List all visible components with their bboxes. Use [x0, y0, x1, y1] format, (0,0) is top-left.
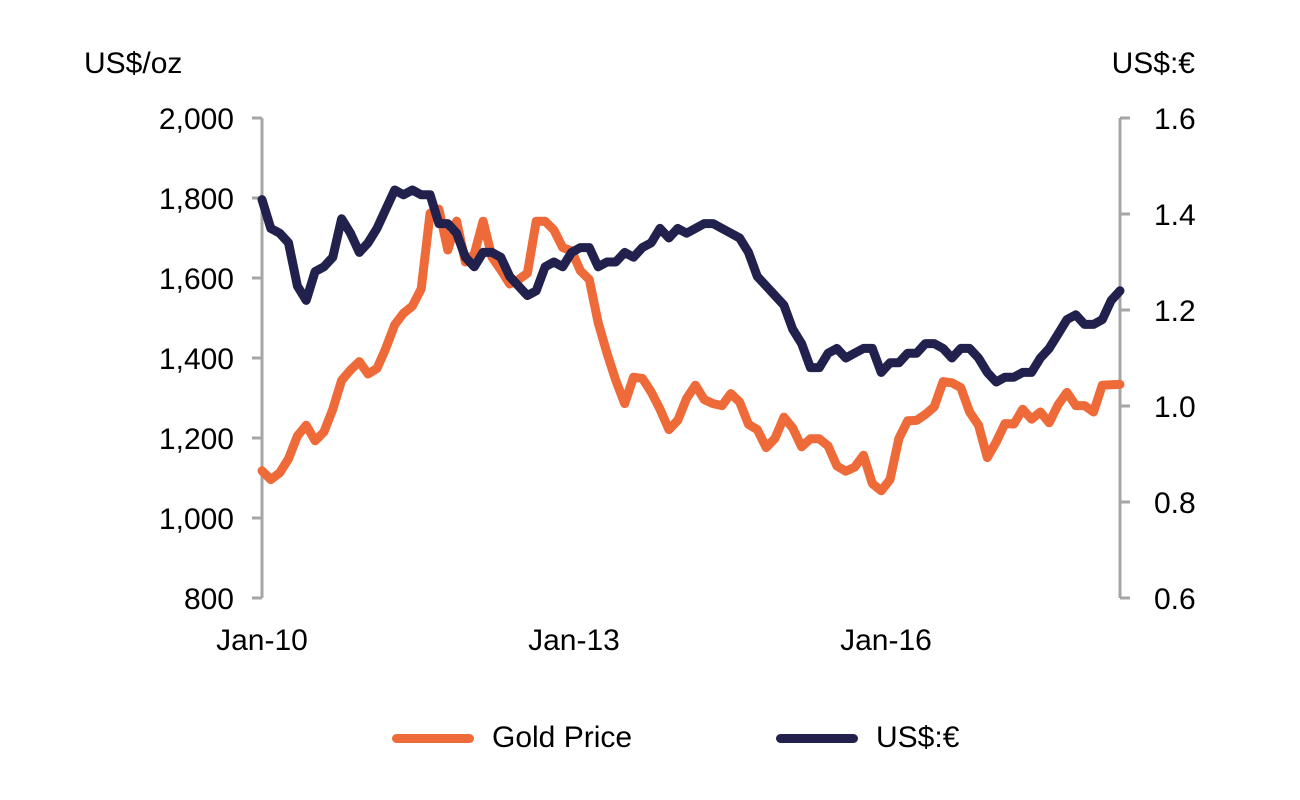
legend-item-gold-price: Gold Price: [392, 710, 632, 766]
legend-swatch-usd-eur: [776, 733, 858, 743]
left-axis-tick-label: 800: [184, 583, 234, 616]
x-axis-tick-label: Jan-13: [528, 624, 620, 657]
left-axis-tick-label: 1,600: [159, 263, 234, 296]
right-axis-tick-label: 0.6: [1154, 583, 1196, 616]
right-axis-tick-label: 1.4: [1154, 199, 1196, 232]
right-axis-unit-label: US$:€: [1112, 47, 1196, 80]
left-axis-tick-label: 2,000: [159, 103, 234, 136]
left-axis-tick-label: 1,200: [159, 423, 234, 456]
left-axis-unit-label: US$/oz: [84, 47, 182, 80]
legend-label-usd-eur: US$:€: [876, 721, 960, 754]
legend-item-usd-eur: US$:€: [776, 710, 959, 766]
series-layer: [257, 185, 1125, 496]
right-axis-tick-label: 1.2: [1154, 295, 1196, 328]
series-line-usd-eur: [257, 185, 1125, 387]
legend-swatch-gold-price: [392, 733, 474, 743]
legend: Gold Price US$:€: [0, 710, 1300, 766]
left-axis-tick-label: 1,000: [159, 503, 234, 536]
series-line-gold-price: [257, 204, 1125, 496]
legend-label-gold-price: Gold Price: [492, 721, 633, 754]
right-axis-tick-label: 0.8: [1154, 487, 1196, 520]
left-axis-tick-label: 1,800: [159, 183, 234, 216]
right-axis: 0.6 0.8 1.0 1.2 1.4 1.6: [1118, 103, 1196, 616]
left-axis-tick-label: 1,400: [159, 343, 234, 376]
right-axis-tick-label: 1.0: [1154, 391, 1196, 424]
left-axis: 800 1,000 1,200 1,400 1,600 1,800 2,000: [159, 103, 264, 616]
x-axis-tick-label: Jan-16: [840, 624, 932, 657]
x-axis-tick-label: Jan-10: [216, 624, 308, 657]
x-axis: Jan-10 Jan-13 Jan-16: [216, 624, 932, 657]
right-axis-tick-label: 1.6: [1154, 103, 1196, 136]
